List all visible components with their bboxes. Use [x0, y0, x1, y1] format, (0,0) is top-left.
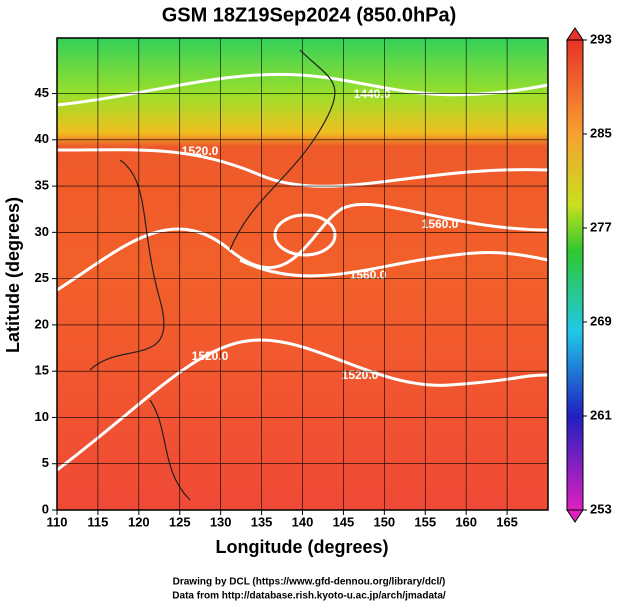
contour-label: 1440.0: [354, 87, 391, 101]
x-tick-label: 125: [169, 514, 191, 529]
contour-label: 1520.0: [192, 349, 229, 363]
y-tick-label: 35: [35, 178, 49, 193]
contour-line: [56, 338, 549, 472]
x-tick-label: 120: [128, 514, 150, 529]
y-tick-label: 10: [35, 409, 49, 424]
contour-label: 1520.0: [342, 368, 379, 382]
x-axis-label: Longitude (degrees): [215, 537, 388, 557]
title: GSM 18Z19Sep2024 (850.0hPa): [162, 4, 457, 26]
credit: Drawing by DCL (https://www.gfd-dennou.o…: [173, 577, 446, 588]
contour-label: 1560.0: [350, 268, 387, 282]
x-tick-label: 130: [210, 514, 232, 529]
y-tick-label: 25: [35, 270, 49, 285]
coastline: [229, 49, 336, 251]
x-tick-label: 150: [373, 514, 395, 529]
contour-line: [56, 148, 549, 188]
annotations: 1440.0 1520.0 1560.0 1560.0 1520.0 1520.…: [182, 87, 459, 382]
x-tick-label: 155: [414, 514, 436, 529]
y-axis-label: Latitude (degrees): [3, 197, 23, 353]
x-tick-label: 115: [87, 514, 108, 529]
colorbar-extend: [566, 27, 584, 41]
contours: [56, 72, 549, 472]
x-tick-label: 110: [47, 514, 68, 529]
x-tick-label: 160: [455, 514, 477, 529]
contour-line: [56, 72, 549, 107]
contour-label: 1520.0: [182, 144, 219, 158]
colorbar-extend: [566, 509, 584, 523]
colorbar-tick-label: 285: [590, 125, 612, 140]
contour-line: [56, 202, 549, 292]
y-tick-label: 0: [42, 501, 49, 516]
colorbar-tick-label: 277: [590, 219, 612, 234]
y-tick-label: 5: [42, 455, 49, 470]
colorbar-tick-label: 293: [590, 31, 612, 46]
y-tick-label: 15: [35, 363, 49, 378]
x-tick-label: 165: [496, 514, 518, 529]
contour-label: 1560.0: [422, 217, 459, 231]
contour-line: [273, 213, 337, 257]
colorbar-tick-label: 269: [590, 313, 612, 328]
colorbar: [566, 39, 584, 511]
coastline: [149, 399, 191, 501]
colorbar-tick-label: 261: [590, 407, 612, 422]
x-tick-label: 145: [333, 514, 355, 529]
x-tick-label: 135: [251, 514, 273, 529]
colorbar-tick-label: 253: [590, 501, 612, 516]
y-tick-label: 40: [35, 131, 49, 146]
y-tick-label: 45: [35, 85, 49, 100]
y-tick-label: 20: [35, 316, 49, 331]
credit: Data from http://database.rish.kyoto-u.a…: [172, 591, 446, 602]
y-tick-label: 30: [35, 224, 49, 239]
x-tick-label: 140: [292, 514, 314, 529]
